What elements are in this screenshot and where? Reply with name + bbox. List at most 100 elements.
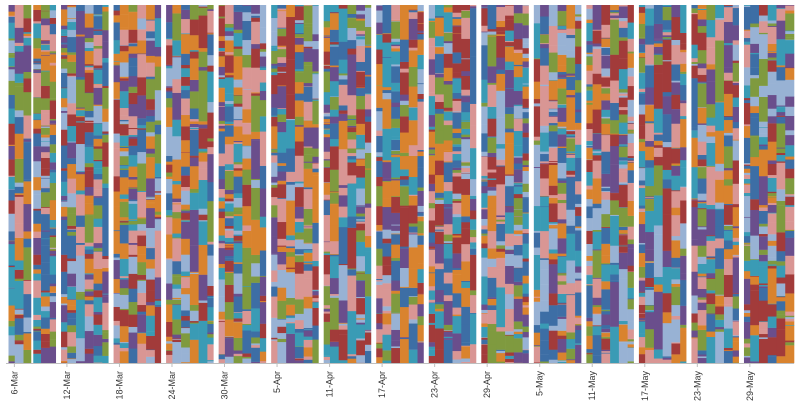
bar-segment xyxy=(286,200,296,236)
bar-segment xyxy=(189,121,199,124)
bar-segment xyxy=(426,220,436,233)
bar-segment xyxy=(531,81,541,100)
bar-segment xyxy=(758,96,769,122)
bar-segment xyxy=(286,16,296,60)
bar-segment xyxy=(277,71,287,73)
bar-segment xyxy=(128,138,138,146)
bar-segment xyxy=(224,218,234,227)
bar-segment xyxy=(505,30,515,42)
bar-segment xyxy=(119,220,129,223)
bar-segment xyxy=(49,286,59,292)
bar-segment xyxy=(671,278,681,280)
bar-segment xyxy=(321,355,331,357)
bar-segment xyxy=(400,286,410,288)
bar-segment xyxy=(163,341,173,344)
bar-segment xyxy=(93,138,103,147)
bar-segment xyxy=(513,182,523,184)
bar-segment xyxy=(32,280,42,282)
bar-segment xyxy=(443,203,453,208)
bar-segment xyxy=(84,353,94,364)
bar-segment xyxy=(452,200,462,203)
bar-segment xyxy=(601,328,611,333)
bar-segment xyxy=(41,127,51,135)
bar-segment xyxy=(32,61,42,63)
bar-segment xyxy=(461,222,471,229)
bar-segment xyxy=(277,300,287,319)
bar-segment xyxy=(758,286,769,288)
bar-segment xyxy=(146,301,156,303)
bar-segment xyxy=(58,331,68,348)
bar-segment xyxy=(329,12,340,30)
bar-segment xyxy=(680,200,690,224)
bar-segment xyxy=(119,201,129,218)
bar-segment xyxy=(294,100,304,117)
bar-segment xyxy=(41,296,51,307)
bar-segment xyxy=(583,104,593,124)
bar-segment xyxy=(391,346,401,349)
bar-segment xyxy=(496,20,506,25)
bar-segment xyxy=(329,297,340,321)
bar-segment xyxy=(540,196,550,207)
bar-segment xyxy=(487,303,497,306)
bar-segment xyxy=(715,326,725,330)
bar-segment xyxy=(470,306,480,312)
bar-segment xyxy=(522,258,532,262)
bar-segment xyxy=(540,161,550,164)
bar-segment xyxy=(32,210,42,224)
bar-segment xyxy=(408,86,418,108)
bar-segment xyxy=(636,292,646,297)
bar-segment xyxy=(172,180,182,185)
bar-segment xyxy=(513,281,523,286)
bar-segment xyxy=(522,98,532,107)
bar-segment xyxy=(128,128,138,136)
bar-segment xyxy=(548,101,558,109)
bar-segment xyxy=(478,340,488,345)
bar-segment xyxy=(548,197,558,204)
bar-segment xyxy=(522,164,532,168)
bar-segment xyxy=(146,196,156,198)
bar-segment xyxy=(32,208,42,211)
bar-segment xyxy=(329,199,340,204)
bar-segment xyxy=(426,349,436,356)
bar-segment xyxy=(557,54,567,66)
bar-segment xyxy=(163,336,173,342)
bar-segment xyxy=(49,100,59,119)
bar-segment xyxy=(496,331,506,350)
bar-segment xyxy=(583,206,593,219)
bar-segment xyxy=(601,333,611,337)
bar-segment xyxy=(487,34,497,36)
bar-segment xyxy=(58,56,68,59)
bar-segment xyxy=(128,57,138,67)
bar-segment xyxy=(111,134,121,143)
bar-segment xyxy=(373,284,383,299)
bar-segment xyxy=(277,108,287,110)
bar-segment xyxy=(49,296,59,303)
bar-segment xyxy=(259,250,269,276)
bar-segment xyxy=(618,184,628,186)
bar-segment xyxy=(259,131,269,163)
bar-segment xyxy=(452,16,462,19)
bar-segment xyxy=(58,9,68,22)
bar-segment xyxy=(583,147,593,160)
bar-segment xyxy=(233,46,243,49)
bar-segment xyxy=(391,41,401,45)
bar-segment xyxy=(251,276,261,283)
bar-segment xyxy=(636,188,646,206)
bar-segment xyxy=(496,257,506,270)
bar-segment xyxy=(583,20,593,23)
bar-segment xyxy=(146,31,156,39)
bar-segment xyxy=(417,233,427,236)
bar-segment xyxy=(706,303,716,306)
bar-segment xyxy=(181,238,191,255)
bar-segment xyxy=(723,261,734,275)
bar-segment xyxy=(49,17,59,24)
bar-segment xyxy=(653,145,663,148)
bar-segment xyxy=(706,131,716,137)
bar-segment xyxy=(566,359,576,364)
bar-segment xyxy=(505,129,515,133)
bar-segment xyxy=(242,12,252,21)
bar-segment xyxy=(67,225,77,229)
bar-segment xyxy=(93,173,103,180)
bar-segment xyxy=(435,306,445,309)
bar-segment xyxy=(207,5,217,10)
